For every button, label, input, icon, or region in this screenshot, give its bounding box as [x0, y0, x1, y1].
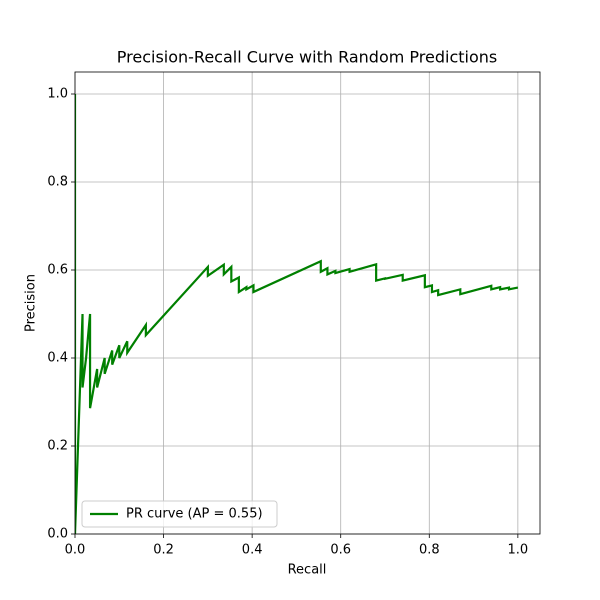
- y-tick-label: 0.8: [47, 175, 68, 190]
- y-axis-label: Precision: [24, 274, 39, 332]
- x-tick-label: 0.6: [330, 543, 351, 558]
- y-tick-label: 0.0: [47, 527, 68, 542]
- y-tick-label: 1.0: [47, 87, 68, 102]
- x-tick-label: 1.0: [508, 543, 529, 558]
- x-axis-label: Recall: [288, 563, 327, 578]
- x-tick-label: 0.8: [419, 543, 440, 558]
- pr-line: [75, 94, 519, 534]
- y-tick-label: 0.6: [47, 263, 68, 278]
- y-tick-label: 0.4: [47, 351, 68, 366]
- x-tick-label: 0.0: [65, 543, 86, 558]
- legend-label: PR curve (AP = 0.55): [126, 507, 263, 522]
- x-tick-label: 0.2: [153, 543, 174, 558]
- y-tick-label: 0.2: [47, 439, 68, 454]
- plot-frame: [74, 71, 541, 535]
- x-tick-label: 0.4: [242, 543, 263, 558]
- chart-title: Precision-Recall Curve with Random Predi…: [117, 48, 497, 67]
- legend-box: [81, 500, 278, 528]
